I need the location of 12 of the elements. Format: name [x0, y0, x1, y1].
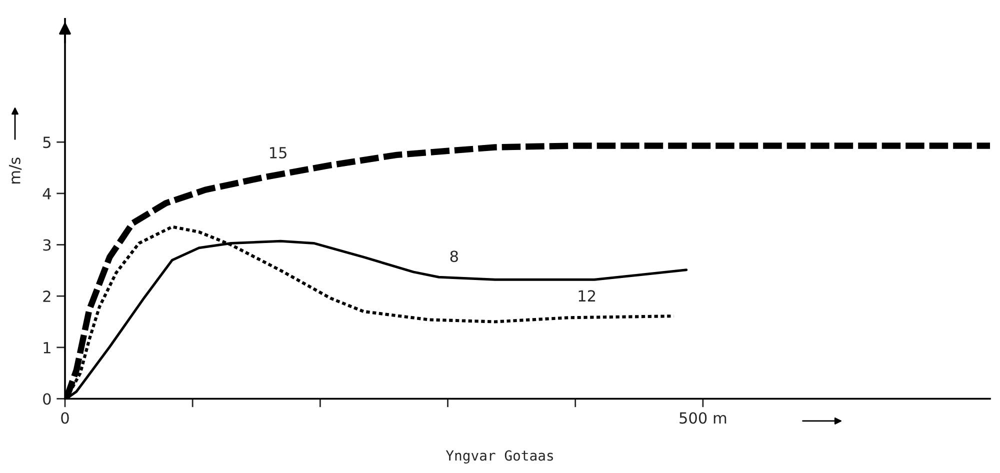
annotation: 12	[578, 290, 596, 302]
y-tick-label: 5	[43, 136, 50, 148]
text: Yngvar Gotaas	[446, 450, 553, 464]
x-tick-label: 500 m	[680, 412, 726, 424]
annotation: 15	[270, 147, 286, 158]
y-tick-label: 2	[43, 290, 50, 302]
y-tick-label: 4	[42, 188, 51, 200]
y-axis-title: m/s	[9, 158, 22, 184]
annotation: 8	[450, 250, 458, 262]
y-tick-label: 1	[44, 342, 50, 354]
y-tick-label: 0	[43, 393, 51, 405]
y-tick-label: 3	[43, 239, 51, 251]
